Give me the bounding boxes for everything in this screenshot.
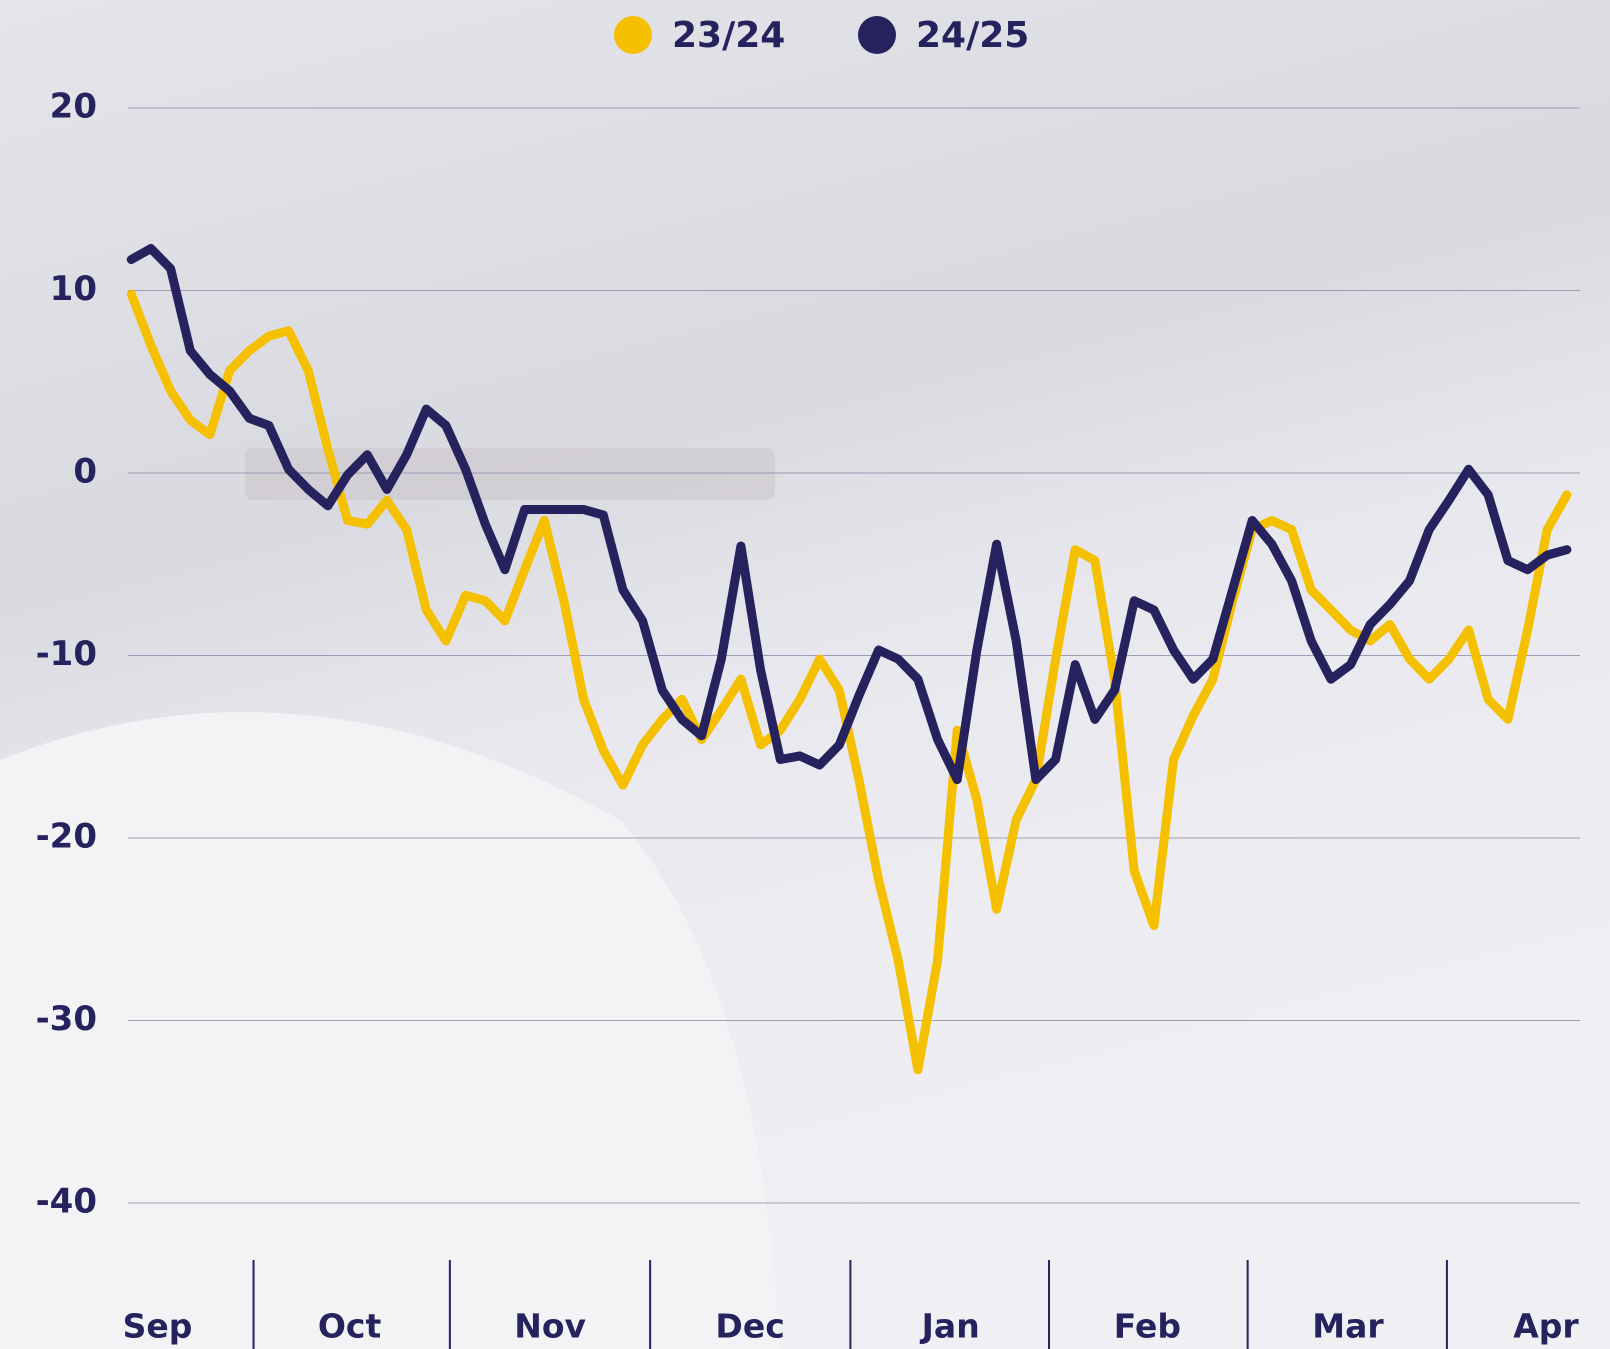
y-tick-label: 10 (50, 269, 97, 309)
y-tick-label: -10 (36, 634, 97, 674)
series-line (126, 289, 1572, 1075)
legend-swatch (858, 16, 896, 54)
legend-label: 23/24 (672, 15, 785, 56)
x-tick-label: Apr (1513, 1307, 1579, 1346)
train (245, 448, 775, 500)
x-tick-label: Jan (920, 1307, 980, 1346)
legend-label: 24/25 (916, 15, 1029, 56)
snow-slope (0, 712, 780, 1349)
series-line (126, 244, 1572, 785)
x-tick-label: Sep (123, 1307, 193, 1346)
y-tick-label: -20 (36, 817, 97, 857)
x-tick-label: Dec (715, 1307, 784, 1346)
y-tick-label: -40 (36, 1182, 97, 1222)
x-tick-label: Oct (318, 1307, 382, 1346)
y-tick-label: 20 (50, 87, 97, 127)
y-tick-label: -30 (36, 999, 97, 1039)
x-tick-label: Nov (514, 1307, 586, 1346)
x-tick-label: Mar (1312, 1307, 1384, 1346)
x-tick-label: Feb (1114, 1307, 1181, 1346)
legend-swatch (614, 16, 652, 54)
y-tick-label: 0 (73, 452, 97, 492)
